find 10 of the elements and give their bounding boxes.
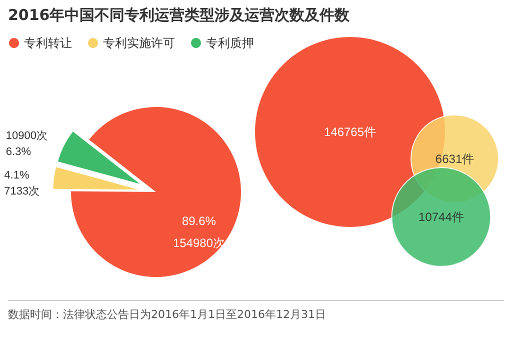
data-label: 6631件 (435, 152, 474, 166)
text: 数据时间：法律状态公告日为2016年1月1日至2016年12月31日 (8, 300, 504, 322)
chart-title: 2016年中国不同专利运营类型涉及运营次数及件数 (8, 6, 350, 25)
data-label: 4.1% 7133次 (4, 170, 40, 198)
data-label: 146765件 (324, 125, 376, 139)
legend-label: 专利实施许可 (103, 36, 175, 50)
data-label: 10900次 6.3% (6, 130, 48, 158)
data-label: 10744件 (418, 210, 464, 224)
legend-label: 专利转让 (24, 36, 72, 50)
legend-label: 专利质押 (206, 36, 254, 50)
